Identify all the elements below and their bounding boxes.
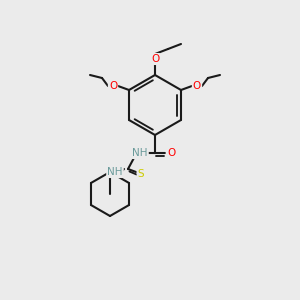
Text: S: S — [138, 169, 144, 179]
Text: NH: NH — [132, 148, 148, 158]
Text: NH: NH — [107, 167, 123, 177]
Text: O: O — [151, 54, 159, 64]
Text: O: O — [193, 81, 201, 91]
Text: O: O — [167, 148, 175, 158]
Text: O: O — [109, 81, 117, 91]
